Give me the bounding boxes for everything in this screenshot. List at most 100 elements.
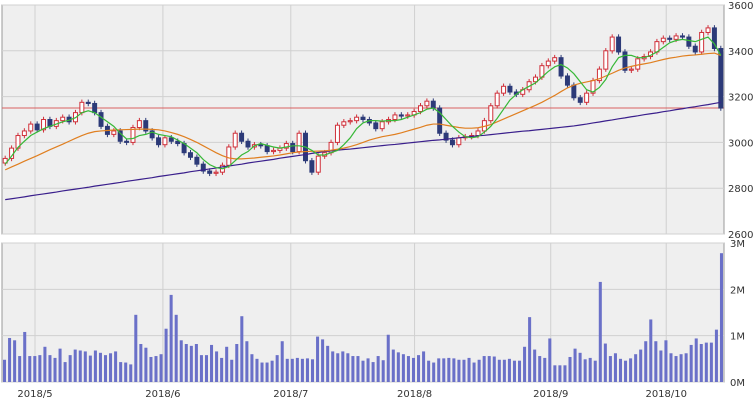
volume-bar	[270, 360, 274, 382]
volume-tick-label: 2M	[730, 285, 745, 296]
volume-bar	[179, 340, 183, 382]
candle-body	[162, 137, 168, 146]
candle-body	[616, 36, 622, 53]
volume-bar	[507, 358, 511, 382]
candle	[315, 153, 321, 175]
candle-body	[60, 116, 66, 122]
volume-bar	[295, 357, 299, 382]
volume-bar	[417, 355, 421, 382]
candle-body	[117, 130, 123, 142]
candle-body	[443, 132, 449, 141]
volume-bar	[210, 344, 214, 382]
volume-bar	[391, 349, 395, 382]
volume-bar	[220, 357, 224, 382]
volume-bar	[719, 253, 723, 382]
candle-body	[156, 137, 162, 146]
candle-body	[667, 37, 673, 40]
volume-bar	[331, 351, 335, 382]
volume-bar	[608, 356, 612, 382]
candle-body	[111, 130, 117, 135]
volume-bar	[255, 358, 259, 382]
volume-bar	[371, 362, 375, 382]
candle	[188, 149, 193, 161]
volume-bar	[230, 359, 234, 382]
volume-bar	[290, 358, 294, 382]
candle	[34, 121, 40, 133]
volume-bar	[361, 360, 365, 382]
volume-bar	[43, 346, 47, 382]
candle	[596, 66, 602, 84]
volume-bar	[528, 317, 532, 382]
candle-body	[494, 92, 500, 107]
volume-bar	[497, 359, 501, 382]
candle-body	[354, 116, 360, 122]
volume-bar	[13, 340, 17, 382]
volume-bar	[659, 350, 663, 382]
volume-bar	[568, 356, 572, 382]
candle	[309, 157, 315, 175]
volume-bar	[472, 362, 476, 382]
volume-panel: 0M 1M 2M 3M	[1, 239, 745, 389]
x-axis: 2018/5 2018/6 2018/7 2018/8 2018/9 2018/10	[17, 389, 687, 400]
x-tick-label: 2018/10	[645, 389, 687, 400]
candle-body	[143, 120, 149, 132]
volume-bar	[583, 359, 587, 382]
volume-bar	[376, 356, 380, 382]
volume-bar	[381, 360, 385, 382]
candle-body	[488, 105, 494, 122]
volume-bar	[199, 355, 203, 382]
candle	[609, 34, 615, 54]
volume-bar	[523, 346, 527, 382]
volume-bar	[174, 314, 178, 382]
volume-bar	[644, 341, 648, 382]
candle-body	[577, 97, 583, 103]
volume-bar	[58, 348, 62, 382]
x-tick-label: 2018/8	[397, 389, 432, 400]
candle-body	[175, 140, 181, 145]
volume-bar	[482, 356, 486, 382]
candle	[660, 35, 666, 45]
volume-bar	[356, 356, 360, 382]
volume-bar	[502, 359, 506, 382]
candle	[271, 147, 277, 155]
candle	[296, 130, 302, 155]
candle	[507, 83, 513, 95]
volume-bar	[28, 356, 32, 382]
volume-bar	[33, 356, 37, 382]
volume-bar	[679, 354, 683, 382]
candle-body	[296, 132, 302, 153]
volume-bar	[684, 353, 688, 382]
volume-bar	[518, 360, 522, 382]
volume-bar	[336, 353, 340, 382]
volume-bar	[588, 357, 592, 382]
candle-body	[21, 130, 27, 137]
volume-bar	[341, 351, 345, 382]
volume-bar	[73, 349, 77, 382]
volume-bar	[512, 360, 516, 382]
volume-bar	[427, 360, 431, 382]
volume-bar	[598, 281, 602, 382]
volume-bar	[634, 354, 638, 382]
volume-bar	[184, 344, 188, 382]
candle	[398, 112, 404, 119]
candle-body	[603, 50, 609, 70]
candle-body	[501, 85, 507, 94]
volume-bar	[553, 365, 557, 382]
volume-bar	[98, 352, 102, 382]
volume-bar	[164, 328, 168, 382]
candle-body	[545, 60, 551, 67]
candle-body	[507, 85, 513, 93]
volume-bar	[674, 356, 678, 382]
candle-body	[718, 48, 724, 109]
volume-bar	[305, 358, 309, 382]
volume-bar	[240, 316, 244, 382]
volume-bar	[245, 341, 249, 382]
candle	[143, 117, 149, 134]
candle	[200, 161, 206, 174]
volume-bar	[573, 348, 577, 382]
volume-bar	[462, 359, 466, 382]
candle	[437, 105, 443, 136]
candle-body	[271, 149, 277, 153]
ma-long-line	[5, 101, 721, 201]
